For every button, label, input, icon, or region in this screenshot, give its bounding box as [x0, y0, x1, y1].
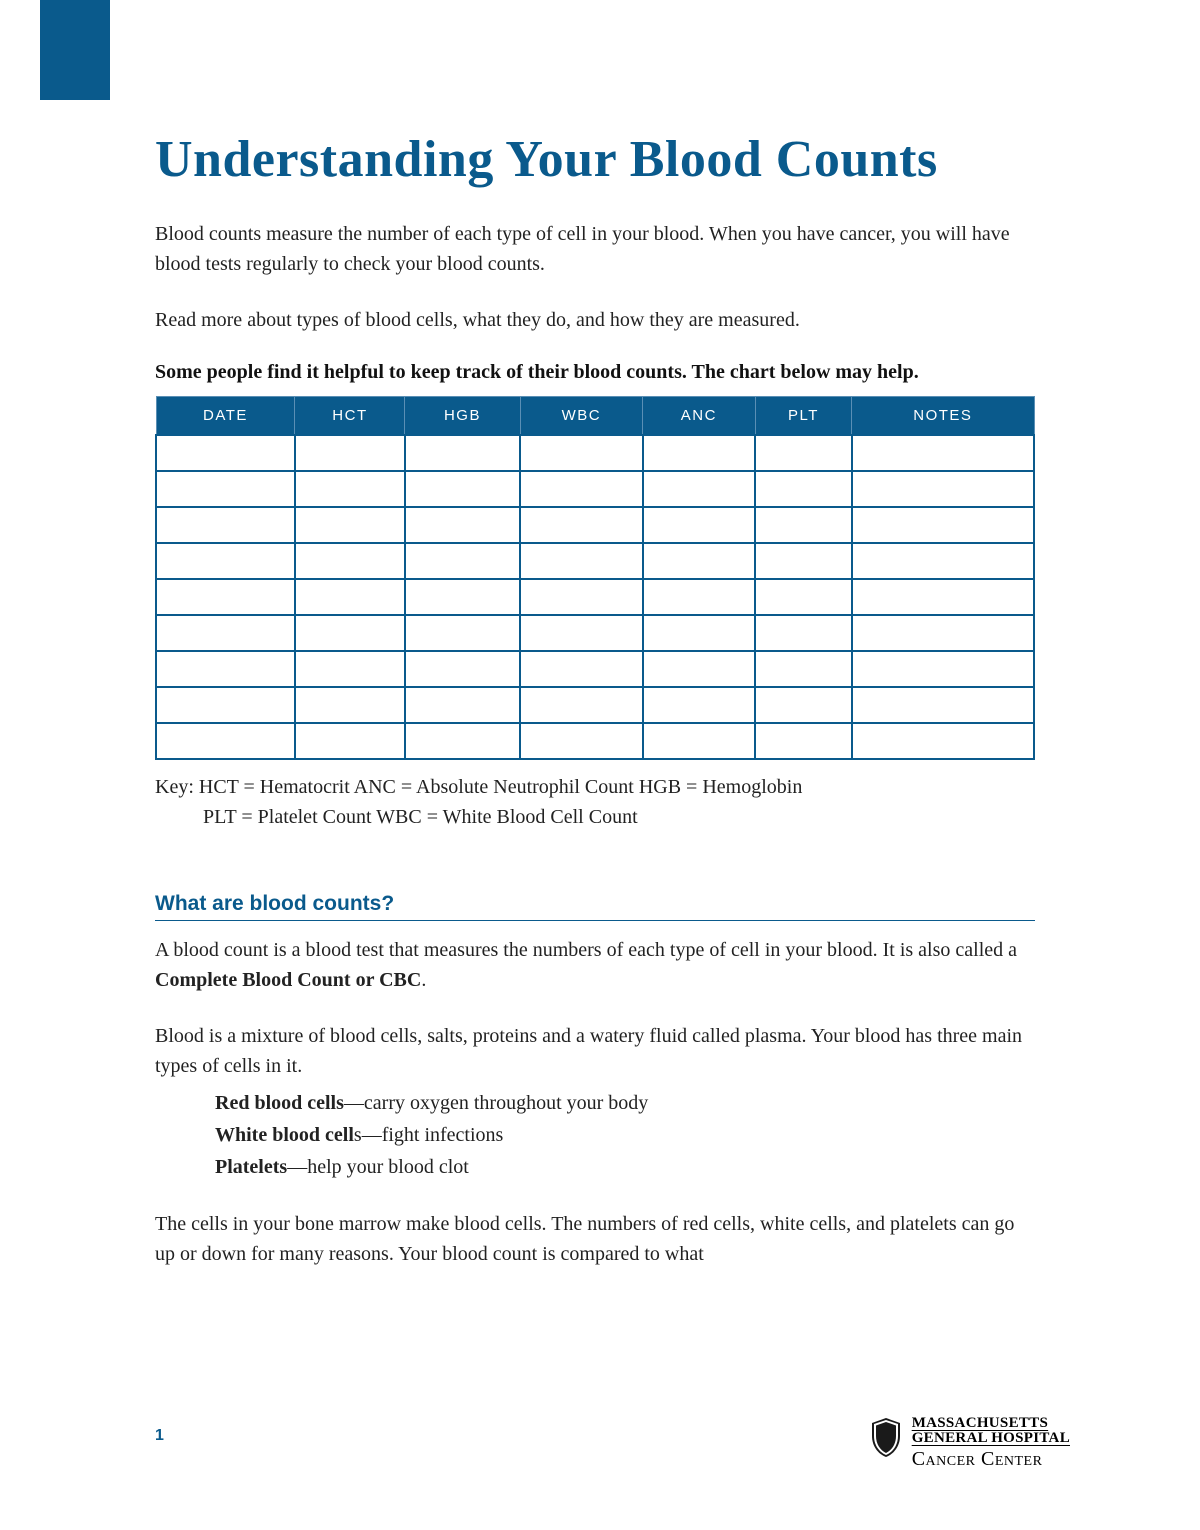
table-row	[156, 579, 1034, 615]
page-content: Understanding Your Blood Counts Blood co…	[155, 130, 1035, 1295]
cell-type-name: White blood cell	[215, 1124, 354, 1146]
page-title: Understanding Your Blood Counts	[155, 130, 1035, 189]
cell-type-desc: —fight infections	[362, 1124, 504, 1146]
key-line-2: PLT = Platelet Count WBC = White Blood C…	[155, 802, 1035, 832]
footer-org-line1: MASSACHUSETTS	[912, 1416, 1070, 1432]
blood-count-tracking-table: DATE HCT HGB WBC ANC PLT NOTES	[155, 396, 1035, 760]
footer-logo: MASSACHUSETTS GENERAL HOSPITAL Cancer Ce…	[868, 1416, 1070, 1471]
footer-logo-text: MASSACHUSETTS GENERAL HOSPITAL Cancer Ce…	[912, 1416, 1070, 1471]
p1-post: .	[421, 969, 426, 991]
col-date: DATE	[156, 397, 295, 436]
table-row	[156, 507, 1034, 543]
col-hgb: HGB	[405, 397, 520, 436]
intro-paragraph-2: Read more about types of blood cells, wh…	[155, 305, 1035, 335]
shield-icon	[868, 1416, 904, 1458]
p1-bold: Complete Blood Count or CBC	[155, 969, 421, 991]
cell-types-list: Red blood cells—carry oxygen throughout …	[155, 1087, 1035, 1183]
col-anc: ANC	[643, 397, 756, 436]
table-row	[156, 723, 1034, 759]
table-row	[156, 615, 1034, 651]
key-line-1: Key: HCT = Hematocrit ANC = Absolute Neu…	[155, 772, 1035, 802]
cell-type-item: Platelets—help your blood clot	[215, 1151, 1035, 1183]
cell-type-item: Red blood cells—carry oxygen throughout …	[215, 1087, 1035, 1119]
table-header-row: DATE HCT HGB WBC ANC PLT NOTES	[156, 397, 1034, 436]
section-heading: What are blood counts?	[155, 892, 1035, 921]
chart-intro-text: Some people find it helpful to keep trac…	[155, 361, 1035, 384]
col-plt: PLT	[755, 397, 852, 436]
cell-type-name-tail: s	[354, 1124, 362, 1146]
table-row	[156, 543, 1034, 579]
table-key: Key: HCT = Hematocrit ANC = Absolute Neu…	[155, 772, 1035, 832]
cell-type-desc: —help your blood clot	[287, 1156, 469, 1178]
section-p3: The cells in your bone marrow make blood…	[155, 1209, 1035, 1269]
header-blue-tab	[40, 0, 110, 100]
page-number: 1	[155, 1427, 164, 1445]
footer-org-line3: Cancer Center	[912, 1449, 1070, 1470]
cell-type-desc: —carry oxygen throughout your body	[344, 1092, 648, 1114]
table-row	[156, 435, 1034, 471]
col-wbc: WBC	[520, 397, 643, 436]
table-row	[156, 471, 1034, 507]
col-notes: NOTES	[852, 397, 1034, 436]
table-row	[156, 687, 1034, 723]
cell-type-item: White blood cells—fight infections	[215, 1119, 1035, 1151]
table-body	[156, 435, 1034, 759]
section-p1: A blood count is a blood test that measu…	[155, 935, 1035, 995]
footer-org-line2: GENERAL HOSPITAL	[912, 1431, 1070, 1447]
table-row	[156, 651, 1034, 687]
col-hct: HCT	[295, 397, 405, 436]
section-p2: Blood is a mixture of blood cells, salts…	[155, 1021, 1035, 1081]
cell-type-name: Platelets	[215, 1156, 287, 1178]
cell-type-name: Red blood cells	[215, 1092, 344, 1114]
p1-pre: A blood count is a blood test that measu…	[155, 939, 1017, 961]
intro-paragraph-1: Blood counts measure the number of each …	[155, 219, 1035, 279]
